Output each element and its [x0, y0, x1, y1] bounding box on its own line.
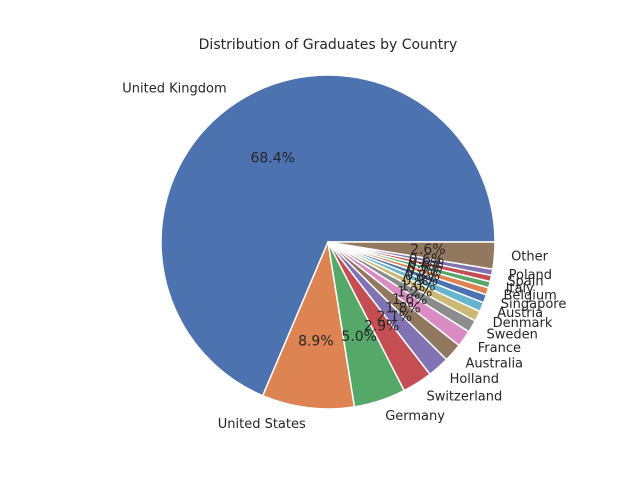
pie-percent-label-united-states: 8.9%: [298, 333, 334, 349]
pie-slice-other: [327, 241, 496, 270]
pie-percent-labels: 68.4% 8.9% 5.0%2.9%2.1%1.8%1.6%1.2%1.0%0.9…: [250, 150, 445, 349]
pie-percent-label-australia: 1.8%: [385, 300, 421, 316]
pie-label-other: Other: [511, 250, 549, 265]
pie-label-poland: Poland: [509, 268, 552, 283]
pie-percent-label-france: 1.6%: [392, 292, 428, 308]
pie-percent-label-spain: 0.6%: [408, 256, 444, 272]
pie-percent-label-switzerland: 2.9%: [364, 319, 400, 335]
pie-label-switzerland: Switzerland: [426, 390, 502, 405]
pie-percent-label-singapore: 0.8%: [404, 268, 440, 284]
pie-label-australia: Australia: [466, 356, 524, 371]
pie-label-austria: Austria: [497, 306, 543, 321]
pie-label-italy: Italy: [506, 281, 535, 296]
pie-percent-label-holland: 2.1%: [377, 309, 413, 325]
pie-label-united-states: United States: [218, 417, 306, 432]
pie-percent-label-other: 2.6%: [410, 242, 446, 258]
pie-label-france: France: [478, 341, 521, 356]
pie-label-denmark: Denmark: [493, 316, 553, 331]
pie-label-united-kingdom: United Kingdom: [122, 81, 226, 96]
pie-label-belgium: Belgium: [504, 289, 557, 304]
pie-label-singapore: Singapore: [501, 297, 567, 312]
pie-percent-label-italy: 0.6%: [407, 260, 443, 276]
pie-percent-label-belgium: 0.7%: [406, 264, 442, 280]
pie-label-germany: Germany: [385, 409, 445, 424]
pie-percent-label-sweden: 1.2%: [397, 285, 433, 301]
pie-category-labels: United Kingdom United States Germany Switze…: [122, 81, 566, 432]
pie-percent-label-poland: 0.6%: [409, 252, 445, 268]
pie-percent-label-germany: 5.0%: [341, 329, 377, 345]
pie-slices: [160, 74, 496, 410]
pie-label-spain: Spain: [507, 275, 543, 290]
pie-percent-label-united-kingdom: 68.4%: [250, 150, 294, 166]
pie-label-holland: Holland: [450, 372, 499, 387]
pie-percent-label-austria: 0.9%: [402, 273, 438, 289]
pie-slice-united-states: [261, 241, 356, 410]
pie-label-sweden: Sweden: [487, 327, 538, 342]
pie-slice-united-kingdom: [160, 74, 496, 397]
pie-percent-label-denmark: 1.0%: [400, 278, 436, 294]
chart-title: Distribution of Graduates by Country: [199, 37, 458, 53]
